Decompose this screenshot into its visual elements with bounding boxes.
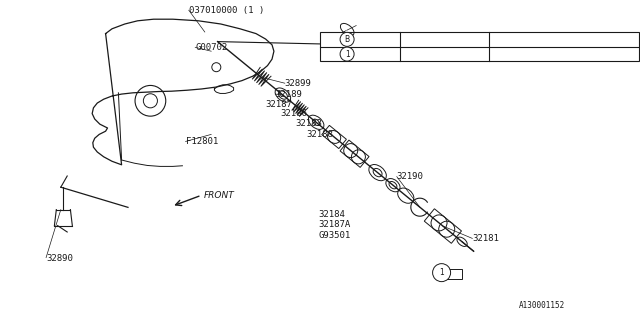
Bar [322, 125, 346, 148]
Circle shape [340, 32, 354, 46]
Text: 011306180(2 ): 011306180(2 ) [365, 35, 425, 44]
Text: 32181: 32181 [472, 234, 499, 243]
Text: 32183: 32183 [296, 119, 323, 128]
Bar [442, 269, 461, 279]
Text: 32187: 32187 [266, 100, 292, 109]
Bar [320, 32, 639, 61]
Text: G00702: G00702 [195, 43, 227, 52]
Text: H01004: H01004 [365, 46, 397, 55]
Text: 32890: 32890 [46, 254, 73, 263]
Text: 32187A: 32187A [319, 220, 351, 229]
Text: (     -'02MY0108): ( -'02MY0108) [495, 35, 574, 44]
Text: 1: 1 [345, 50, 349, 59]
Text: A50675: A50675 [365, 50, 392, 59]
Text: 037010000 (1 ): 037010000 (1 ) [189, 6, 264, 15]
Text: A130001152: A130001152 [518, 301, 564, 310]
Text: 32186: 32186 [280, 109, 307, 118]
Text: 32899: 32899 [285, 79, 312, 88]
Text: ('02MY0109-      ): ('02MY0109- ) [495, 50, 579, 59]
Text: G93501: G93501 [319, 231, 351, 240]
Text: 32188: 32188 [306, 130, 333, 139]
Text: 1: 1 [439, 268, 444, 277]
Text: F12801: F12801 [186, 137, 218, 146]
Text: 32184: 32184 [319, 210, 346, 219]
Text: 32189: 32189 [275, 90, 302, 99]
Bar [424, 209, 461, 243]
Bar [340, 140, 369, 167]
Text: 32190: 32190 [397, 172, 424, 181]
Text: B: B [344, 35, 349, 44]
Circle shape [340, 47, 354, 61]
Circle shape [433, 264, 451, 282]
Text: FRONT: FRONT [204, 191, 234, 200]
